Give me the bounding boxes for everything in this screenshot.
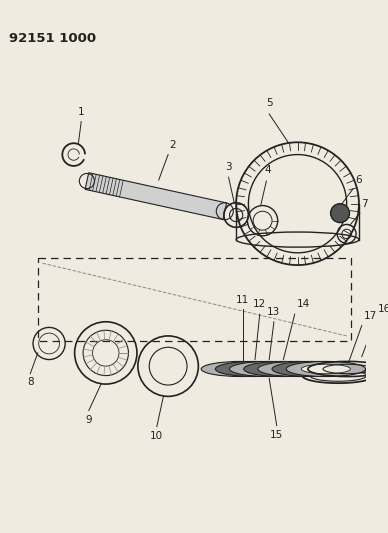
Ellipse shape bbox=[301, 364, 350, 374]
Text: 6: 6 bbox=[355, 175, 362, 185]
Text: 15: 15 bbox=[270, 430, 283, 440]
Text: 16: 16 bbox=[378, 304, 388, 314]
Text: 11: 11 bbox=[236, 295, 249, 305]
Text: 4: 4 bbox=[264, 165, 270, 175]
Ellipse shape bbox=[245, 364, 294, 374]
Text: 10: 10 bbox=[150, 431, 163, 441]
Text: 8: 8 bbox=[27, 377, 33, 387]
Text: 9: 9 bbox=[85, 415, 92, 425]
Ellipse shape bbox=[331, 204, 350, 223]
Ellipse shape bbox=[230, 361, 309, 376]
Ellipse shape bbox=[272, 361, 352, 376]
Ellipse shape bbox=[244, 361, 323, 376]
Ellipse shape bbox=[215, 361, 295, 376]
Ellipse shape bbox=[216, 364, 265, 374]
Text: 92151 1000: 92151 1000 bbox=[9, 32, 97, 45]
Ellipse shape bbox=[258, 361, 337, 376]
Polygon shape bbox=[85, 173, 227, 220]
Ellipse shape bbox=[287, 364, 336, 374]
Text: 12: 12 bbox=[253, 300, 267, 310]
Text: 2: 2 bbox=[170, 140, 176, 150]
Ellipse shape bbox=[273, 364, 322, 374]
Text: 14: 14 bbox=[296, 300, 310, 310]
Text: 1: 1 bbox=[78, 107, 85, 117]
Text: 13: 13 bbox=[267, 307, 281, 317]
Ellipse shape bbox=[259, 364, 308, 374]
Text: 17: 17 bbox=[364, 311, 377, 321]
Ellipse shape bbox=[201, 361, 281, 376]
Ellipse shape bbox=[286, 361, 365, 376]
Text: 3: 3 bbox=[225, 161, 232, 172]
Text: 7: 7 bbox=[361, 199, 367, 209]
Text: 5: 5 bbox=[266, 98, 272, 108]
Ellipse shape bbox=[230, 364, 280, 374]
